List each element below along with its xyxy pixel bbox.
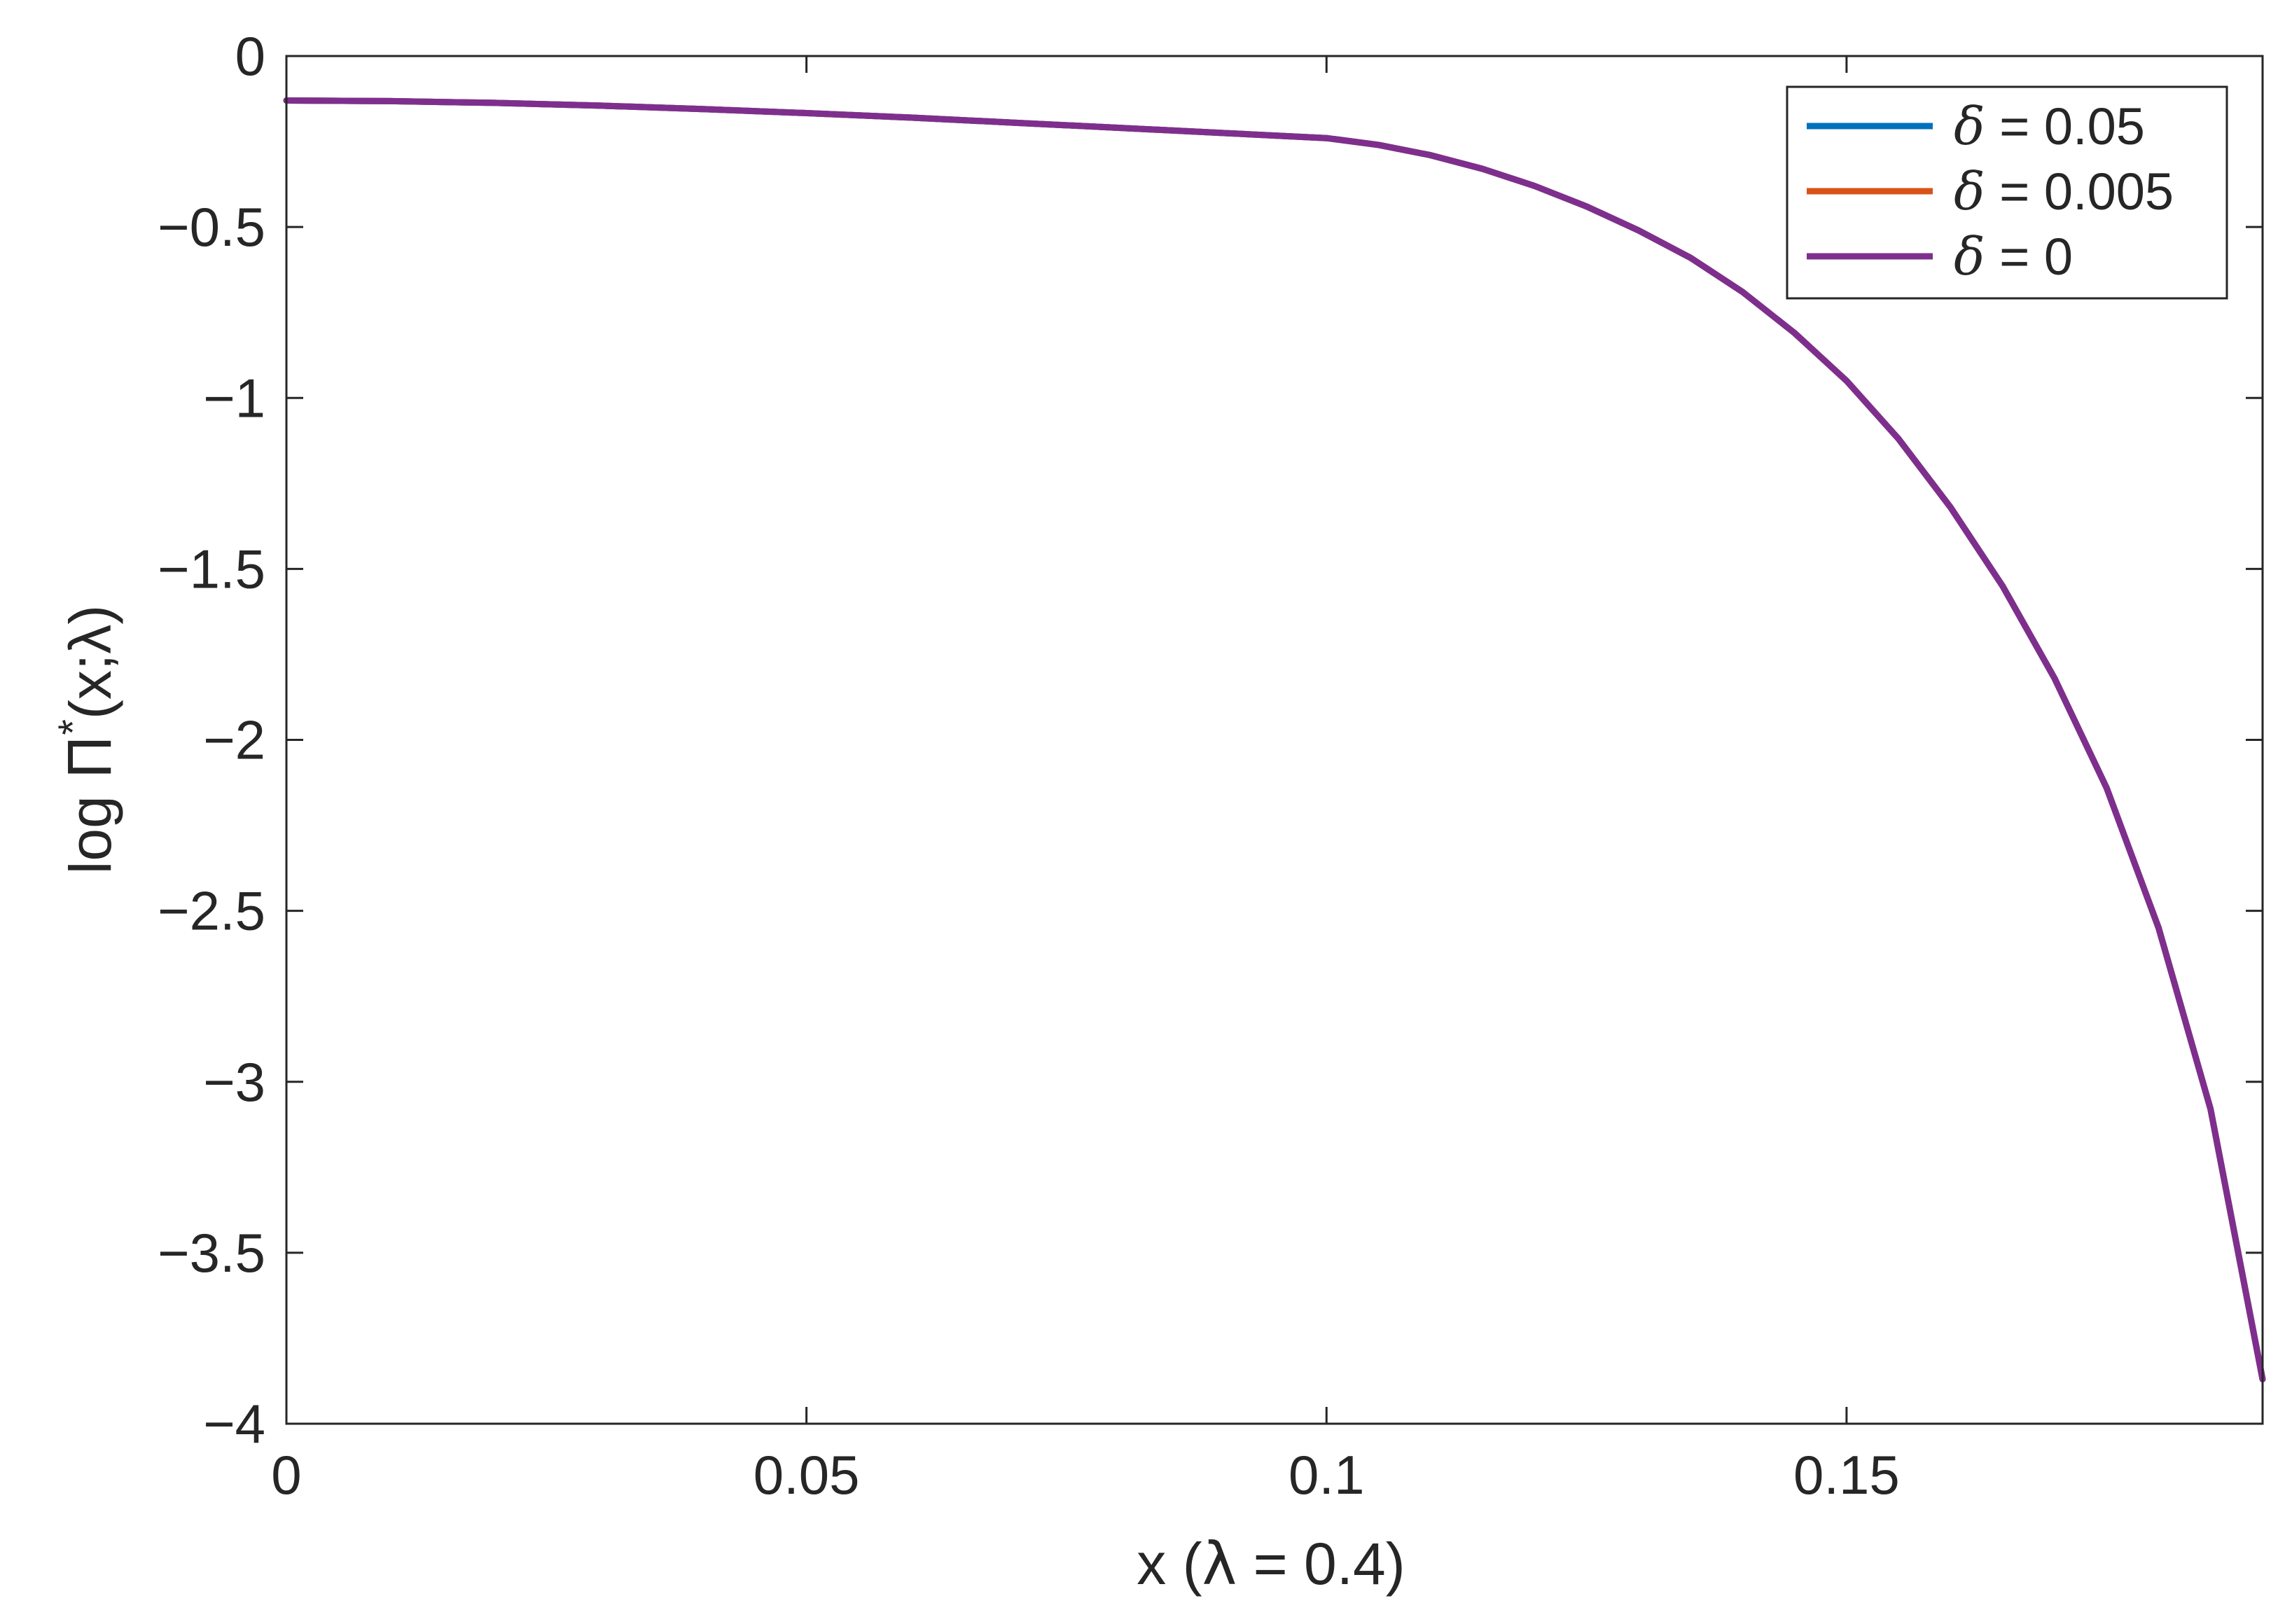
axes-box <box>285 55 2264 1425</box>
y-axis-label: log Π*(x;λ) <box>50 605 125 874</box>
x-tick-label: 0.15 <box>1793 1444 1900 1506</box>
y-tick-label: −3.5 <box>158 1222 265 1284</box>
legend-label-1: δ = 0.005 <box>1954 162 2174 222</box>
legend-label-2: δ = 0 <box>1954 227 2073 287</box>
y-tick-label: −2 <box>203 709 265 771</box>
y-tick-label: −1 <box>203 367 265 429</box>
x-tick-label: 0 <box>271 1444 301 1506</box>
series-layer <box>283 97 2266 1382</box>
y-tick-label: −3 <box>203 1051 265 1113</box>
y-tick-label: −2.5 <box>158 880 265 942</box>
x-tick-label: 0.05 <box>753 1444 860 1506</box>
series-line-2 <box>283 97 2266 1382</box>
y-tick-label: 0 <box>235 25 265 87</box>
legend-label-0: δ = 0.05 <box>1954 97 2145 157</box>
y-tick-label: −1.5 <box>158 538 265 599</box>
x-axis-label: x (λ = 0.4) <box>1137 1529 1405 1598</box>
y-tick-label: −0.5 <box>158 196 265 258</box>
x-tick-label: 0.1 <box>1289 1444 1364 1506</box>
ticks-layer: 0 0.05 0.1 0.15 0 −0.5 −1 −1.5 −2 −2.5 −3 −3.5 −4 <box>158 25 2263 1506</box>
y-tick-label: −4 <box>203 1393 265 1455</box>
